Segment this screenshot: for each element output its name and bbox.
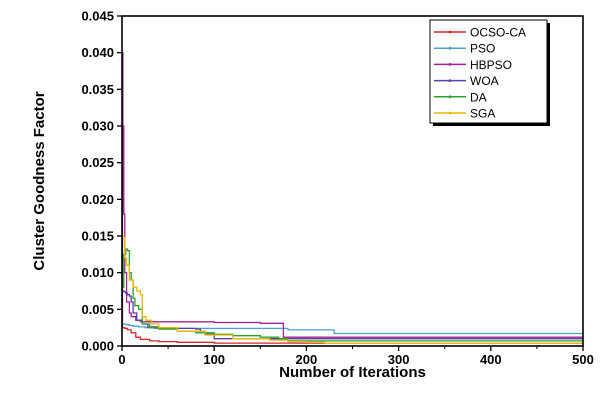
x-tick-label: 100	[203, 352, 225, 367]
y-tick-label: 0.040	[81, 45, 114, 60]
series-line-sga	[122, 235, 583, 344]
legend-marker	[448, 79, 452, 82]
legend: OCSO-CA PSO HBPSO WOA DA SGA	[429, 19, 550, 126]
legend-label: PSO	[470, 42, 495, 56]
y-tick-label: 0.010	[81, 265, 114, 280]
series-line-da	[122, 248, 583, 342]
y-axis: 0.000 0.005 0.010 0.015 0.020 0.025 0.030 0.035…	[81, 9, 122, 354]
y-tick-label: 0.015	[81, 229, 114, 244]
x-tick-label: 200	[296, 352, 318, 367]
legend-box	[429, 19, 548, 124]
legend-label: HBPSO	[470, 58, 512, 72]
x-axis-label: Number of Iterations	[279, 364, 426, 381]
legend-marker	[448, 111, 452, 115]
x-tick-label: 500	[572, 352, 594, 367]
legend-marker	[448, 63, 452, 66]
legend-label: OCSO-CA	[470, 26, 526, 40]
y-tick-label: 0.020	[81, 192, 114, 207]
legend-marker	[448, 46, 452, 50]
legend-label: WOA	[470, 74, 499, 88]
series-line-ocso-ca	[122, 327, 583, 344]
y-tick-label: 0.035	[81, 82, 114, 97]
legend-label: SGA	[470, 107, 495, 121]
y-tick-label: 0.045	[81, 9, 114, 24]
plot-lines	[121, 52, 583, 344]
legend-marker	[448, 30, 452, 34]
x-tick-label: 400	[480, 352, 502, 367]
y-axis-label: Cluster Goodness Factor	[31, 91, 48, 270]
legend-marker	[448, 95, 452, 99]
series-line-hbpso	[121, 52, 583, 338]
x-axis: 0 100 200 300 400 500	[118, 346, 594, 367]
x-tick-label: 300	[388, 352, 410, 367]
y-tick-label: 0.000	[81, 339, 114, 354]
y-tick-label: 0.005	[81, 302, 114, 317]
x-tick-label: 0	[118, 352, 125, 367]
legend-label: DA	[470, 90, 487, 104]
y-tick-label: 0.030	[81, 119, 114, 134]
y-tick-label: 0.025	[81, 155, 114, 170]
